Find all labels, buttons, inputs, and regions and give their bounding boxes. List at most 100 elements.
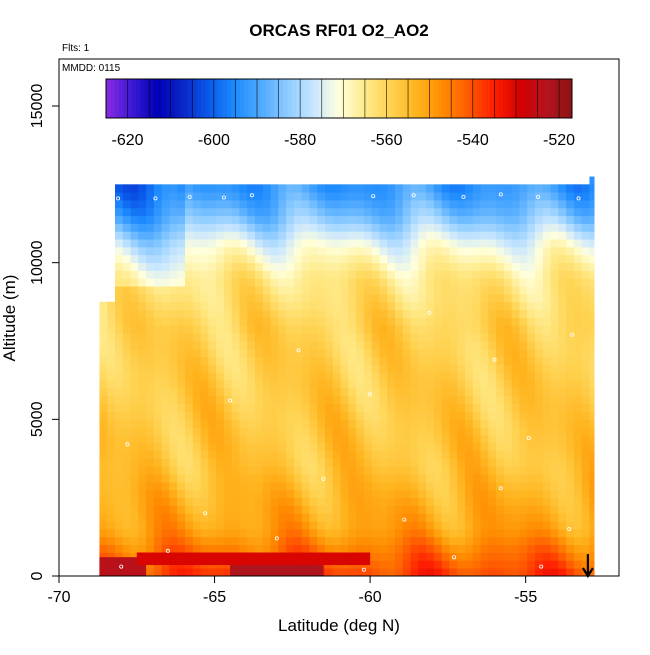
- colorbar-segment: [420, 79, 426, 118]
- heatmap-cell: [511, 270, 520, 279]
- heatmap-cell: [138, 380, 147, 389]
- heatmap-cell: [153, 458, 163, 467]
- heatmap-cell: [340, 435, 349, 444]
- heatmap-cell: [441, 286, 450, 295]
- heatmap-cell: [581, 192, 590, 201]
- heatmap-cell: [503, 497, 513, 506]
- heatmap-cell: [216, 231, 225, 240]
- heatmap-cell: [465, 536, 474, 546]
- heatmap-cell: [457, 403, 466, 412]
- heatmap-cell: [286, 364, 295, 373]
- heatmap-cell: [511, 435, 520, 444]
- heatmap-cell: [395, 505, 404, 514]
- heatmap-cell: [426, 380, 435, 389]
- heatmap-cell: [527, 395, 536, 405]
- heatmap-cell: [115, 435, 124, 444]
- heatmap-cell: [441, 560, 450, 569]
- colorbar-segment: [438, 79, 444, 118]
- heatmap-cell: [480, 513, 489, 522]
- heatmap-cell: [216, 262, 225, 271]
- heatmap-cell: [433, 466, 443, 475]
- heatmap-cell: [177, 317, 186, 326]
- heatmap-cell: [387, 364, 396, 373]
- heatmap-cell: [496, 184, 505, 193]
- heatmap-cell: [550, 458, 559, 467]
- heatmap-cell: [325, 544, 334, 553]
- heatmap-cell: [441, 254, 450, 264]
- heatmap-cell: [496, 450, 505, 459]
- heatmap-cell: [395, 411, 404, 420]
- heatmap-cell: [161, 364, 170, 373]
- heatmap-cell: [418, 333, 427, 342]
- heatmap-cell: [457, 356, 466, 365]
- heatmap-cell: [589, 388, 595, 397]
- heatmap-cell: [208, 301, 217, 311]
- heatmap-cell: [480, 497, 489, 506]
- heatmap-cell: [278, 505, 287, 514]
- heatmap-cell: [262, 301, 271, 311]
- heatmap-cell: [262, 239, 271, 248]
- colorbar-segment: [490, 79, 495, 118]
- heatmap-cell: [255, 380, 264, 389]
- heatmap-cell: [293, 301, 303, 311]
- heatmap-cell: [340, 254, 349, 264]
- heatmap-cell: [216, 325, 225, 334]
- heatmap-cell: [301, 325, 310, 334]
- heatmap-cell: [169, 450, 178, 459]
- heatmap-cell: [387, 223, 396, 232]
- heatmap-cell: [317, 239, 326, 248]
- heatmap-cell: [293, 207, 303, 217]
- sample-point: [371, 194, 376, 199]
- heatmap-cell: [581, 215, 590, 224]
- heatmap-cell: [457, 286, 466, 295]
- heatmap-cell: [130, 544, 139, 553]
- x-axis-label: Latitude (deg N): [278, 616, 400, 635]
- heatmap-cell: [161, 348, 170, 358]
- heatmap-cell: [200, 450, 209, 459]
- heatmap-cell: [472, 286, 481, 295]
- heatmap-cell: [558, 521, 567, 530]
- heatmap-cell: [433, 513, 443, 522]
- heatmap-cell: [535, 254, 544, 264]
- heatmap-cell: [418, 474, 427, 483]
- heatmap-cell: [558, 372, 567, 381]
- heatmap-cell: [286, 442, 295, 452]
- heatmap-cell: [208, 270, 217, 279]
- heatmap-cell: [371, 317, 380, 326]
- heatmap-cell: [200, 317, 209, 326]
- heatmap-cell: [363, 513, 373, 522]
- heatmap-cell: [433, 239, 443, 248]
- heatmap-cell: [550, 529, 559, 538]
- heatmap-cell: [581, 270, 590, 279]
- heatmap-cell: [379, 207, 388, 217]
- heatmap-cell: [153, 270, 163, 279]
- heatmap-cell: [301, 356, 310, 365]
- heatmap-cell: [122, 497, 131, 506]
- heatmap-cell: [185, 544, 194, 553]
- heatmap-cell: [223, 568, 233, 577]
- heatmap-cell: [231, 348, 240, 358]
- heatmap-cell: [379, 560, 388, 569]
- heatmap-cell: [130, 223, 139, 232]
- heatmap-cell: [573, 317, 583, 326]
- heatmap-cell: [402, 192, 411, 201]
- heatmap-cell: [488, 356, 497, 365]
- heatmap-cell: [426, 348, 435, 358]
- heatmap-cell: [527, 435, 536, 444]
- heatmap-cell: [480, 560, 489, 569]
- heatmap-cell: [325, 536, 334, 546]
- heatmap-cell: [426, 513, 435, 522]
- heatmap-cell: [371, 200, 380, 209]
- heatmap-cell: [247, 231, 256, 240]
- heatmap-cell: [301, 247, 310, 256]
- heatmap-cell: [286, 474, 295, 483]
- heatmap-cell: [503, 341, 513, 350]
- heatmap-cell: [216, 301, 225, 311]
- heatmap-cell: [185, 482, 194, 491]
- heatmap-cell: [177, 419, 186, 428]
- heatmap-cell: [317, 317, 326, 326]
- heatmap-cell: [449, 474, 458, 483]
- heatmap-cell: [177, 200, 186, 209]
- heatmap-cell: [223, 419, 233, 428]
- heatmap-cell: [177, 505, 186, 514]
